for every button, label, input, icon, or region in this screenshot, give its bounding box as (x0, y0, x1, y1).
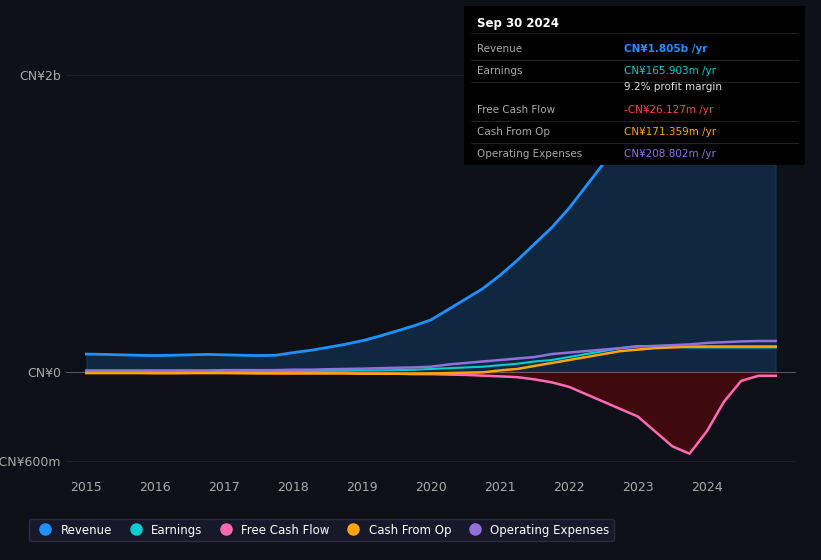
Text: Free Cash Flow: Free Cash Flow (478, 105, 556, 115)
Text: CN¥171.359m /yr: CN¥171.359m /yr (624, 127, 716, 137)
Text: Sep 30 2024: Sep 30 2024 (478, 17, 559, 30)
Text: Revenue: Revenue (478, 44, 523, 54)
Text: CN¥165.903m /yr: CN¥165.903m /yr (624, 66, 716, 76)
Text: Cash From Op: Cash From Op (478, 127, 551, 137)
Legend: Revenue, Earnings, Free Cash Flow, Cash From Op, Operating Expenses: Revenue, Earnings, Free Cash Flow, Cash … (29, 519, 614, 542)
Text: Earnings: Earnings (478, 66, 523, 76)
Text: Operating Expenses: Operating Expenses (478, 150, 583, 159)
Text: CN¥1.805b /yr: CN¥1.805b /yr (624, 44, 708, 54)
Text: 9.2% profit margin: 9.2% profit margin (624, 82, 722, 92)
Text: -CN¥26.127m /yr: -CN¥26.127m /yr (624, 105, 713, 115)
Text: CN¥208.802m /yr: CN¥208.802m /yr (624, 150, 716, 159)
